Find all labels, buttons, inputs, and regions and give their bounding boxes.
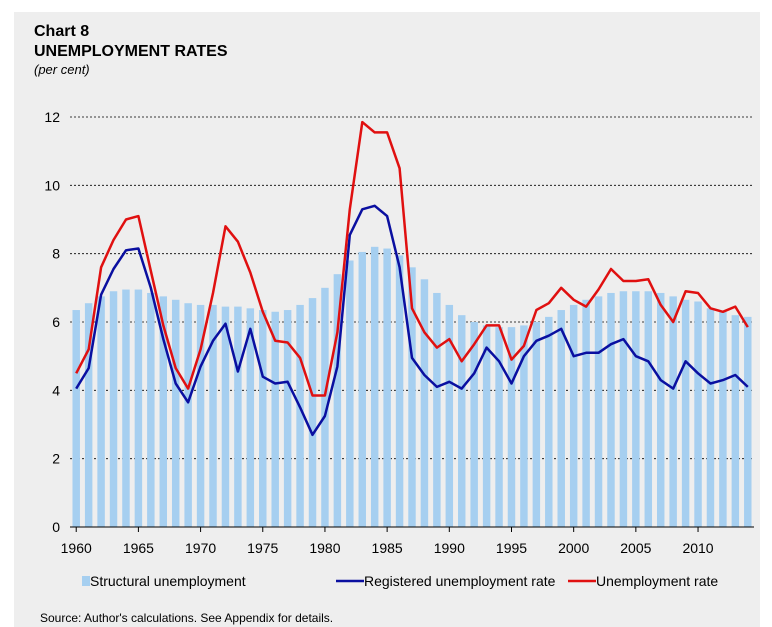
bar [147,292,155,527]
chart-subtitle: UNEMPLOYMENT RATES [34,43,228,60]
bar [209,304,217,527]
y-tick-label: 6 [52,314,60,330]
bar [545,316,553,527]
y-tick-label: 12 [44,109,60,125]
x-tick-label: 1985 [372,540,403,556]
bar [370,246,379,528]
bar [346,260,354,527]
bar [196,304,205,527]
bar [134,289,143,527]
bar [744,316,752,527]
bar [271,311,279,527]
bar [420,279,429,527]
bar [109,291,118,527]
legend-swatch [82,576,90,586]
bar [308,298,317,527]
bar [234,306,242,527]
x-tick-label: 2000 [558,540,589,556]
bar [333,274,342,527]
bar [495,327,503,527]
bar [184,303,192,527]
x-tick-label: 2010 [682,540,713,556]
x-tick-label: 1975 [247,540,278,556]
y-tick-label: 8 [52,246,60,262]
bar [594,296,603,527]
bar [470,322,478,527]
x-tick-label: 1995 [496,540,527,556]
bar [259,310,267,527]
bar [582,299,590,527]
bar [632,291,640,527]
bar [159,296,168,527]
bar [731,315,740,527]
bar [681,299,690,527]
bar [482,325,491,527]
bar [669,296,677,527]
y-tick-label: 2 [52,451,60,467]
bar [221,306,230,527]
bar [171,299,180,527]
x-tick-label: 1965 [123,540,154,556]
line-series [75,204,749,437]
bar [246,308,255,527]
legend-label: Unemployment rate [596,573,718,589]
bar [557,310,565,527]
bar [569,304,578,527]
y-tick-label: 0 [52,519,60,535]
bar [644,291,653,527]
bar [358,251,366,528]
legend-label: Structural unemployment [90,573,246,589]
bar [445,304,454,527]
bar [408,267,416,527]
bar [694,301,702,527]
bar [72,310,80,527]
bar [619,291,628,527]
bar [283,310,292,527]
bar [507,327,516,527]
bar [122,289,130,527]
bar [706,308,715,527]
x-tick-label: 1960 [61,540,92,556]
y-tick-label: 4 [52,382,60,398]
x-tick-label: 1990 [434,540,465,556]
x-tick-label: 1980 [309,540,340,556]
bar [433,292,441,527]
line-series [75,120,749,397]
bar [383,248,391,527]
bar [607,292,615,527]
legend-label: Registered unemployment rate [364,573,556,589]
bar [458,315,466,527]
bar [520,325,528,527]
chart-title: Chart 8 [34,23,89,40]
bar [719,311,727,527]
unit-label: (per cent) [34,62,90,77]
bar [296,304,304,527]
bar [656,292,665,527]
x-tick-label: 1970 [185,540,216,556]
bar [395,255,404,527]
x-tick-label: 2005 [620,540,651,556]
bar [321,287,329,527]
bar [532,322,541,527]
source-note: Source: Author's calculations. See Appen… [40,611,333,625]
y-tick-label: 10 [44,177,60,193]
bar [97,296,105,527]
bar [84,303,93,527]
